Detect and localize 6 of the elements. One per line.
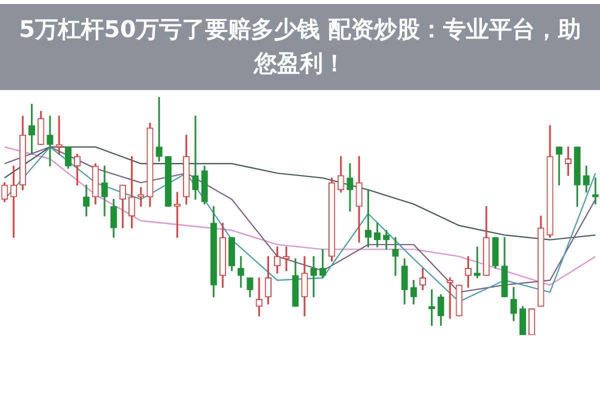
candlestick	[192, 116, 199, 200]
candlestick	[592, 178, 599, 204]
chart-title: 5万杠杆50万亏了要赔多少钱 配资炒股：专业平台，助您盈利！	[0, 4, 600, 90]
candlestick	[392, 237, 399, 276]
candlestick	[46, 116, 54, 166]
candlestick	[446, 278, 454, 319]
